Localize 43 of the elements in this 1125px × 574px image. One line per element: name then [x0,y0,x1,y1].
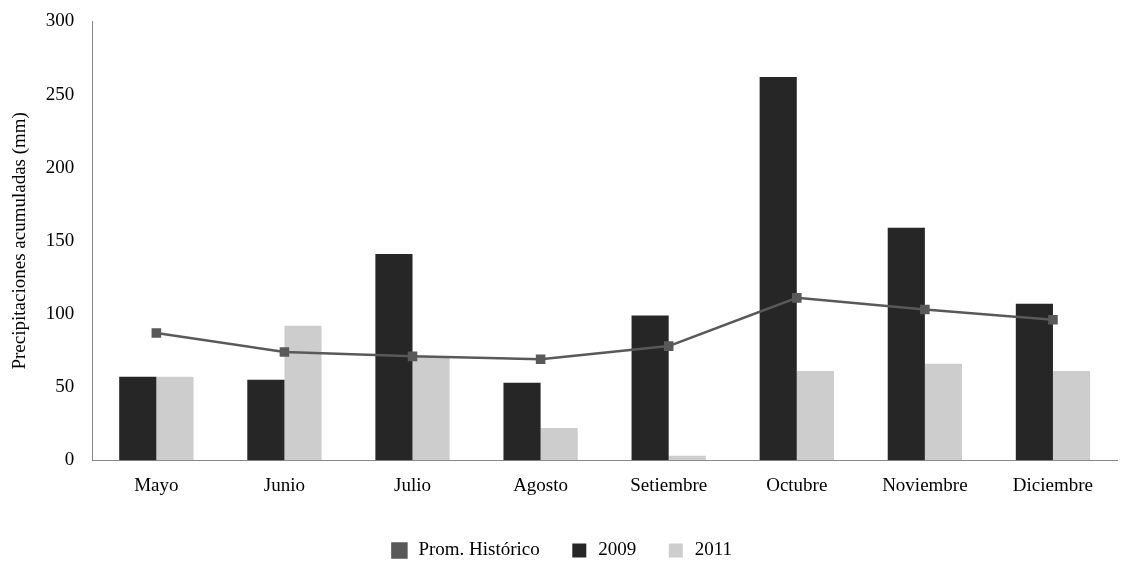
x-tick-label: Setiembre [630,473,708,495]
y-tick-label: 0 [64,448,75,470]
x-tick-label: Diciembre [1012,473,1094,495]
bar [503,382,541,461]
bar [759,76,797,461]
bar [412,356,450,461]
bar [375,253,413,461]
bar [631,315,669,461]
x-tick-label: Octubre [766,473,828,495]
y-tick-label: 200 [45,155,75,177]
y-axis-title: Precipitaciones acumuladas (mm) [8,112,31,370]
point [792,293,802,303]
bar [540,428,578,461]
bar [119,376,157,461]
point [1048,315,1058,325]
point [407,351,418,362]
bar [284,325,322,461]
y-tick-label: 250 [45,82,75,104]
x-tick-label: Agosto [513,473,569,495]
x-tick-label: Junio [263,473,306,495]
bar [247,379,285,461]
legend-label: 2009 [598,538,637,560]
x-tick-label: Mayo [134,473,179,495]
bar [796,370,834,461]
x-tick-label: Noviembre [882,473,968,495]
point [663,341,674,351]
legend-label: 2011 [694,538,733,560]
y-tick-label: 50 [55,375,75,397]
bar [1052,370,1091,461]
bar [156,376,194,461]
bar [924,363,963,461]
x-tick-label: Julio [394,473,431,495]
legend-label: Prom. Histórico [418,538,540,560]
bar [1015,303,1053,461]
point [151,328,162,338]
point [535,354,546,365]
point [920,304,930,315]
y-tick-label: 150 [45,228,75,250]
bar [668,455,706,461]
bar [887,227,925,461]
point [279,347,290,357]
y-tick-label: 100 [45,301,75,323]
y-tick-label: 300 [45,9,75,31]
